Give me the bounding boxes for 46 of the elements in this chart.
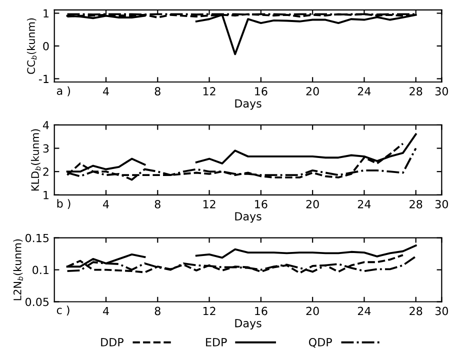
x-tick-label: 30	[435, 87, 448, 96]
y-tick-label: 0.15	[25, 234, 49, 242]
x-tick-label: 30	[435, 306, 448, 316]
x-tick-label: 12	[203, 87, 216, 96]
y-tick-label: 2	[43, 168, 48, 176]
y-tick-label: 1	[44, 9, 48, 18]
x-tick-label: 12	[203, 200, 216, 208]
y-axis-title: CC$_{b}$(kunm)	[26, 18, 37, 74]
y-tick-label: 1	[44, 191, 48, 200]
x-tick-label: 30	[435, 200, 448, 208]
x-tick-label: 24	[358, 306, 371, 316]
legend-label: DDP	[101, 338, 124, 346]
x-tick-label: 4	[103, 200, 109, 208]
text: c )	[56, 306, 70, 316]
y-axis-title: L2N$_{b}$(kunm)	[13, 239, 24, 300]
text: a )	[56, 86, 70, 96]
x-tick-label: 8	[154, 87, 160, 96]
y-tick-label: 0.05	[25, 298, 49, 306]
y-tick-label: 4	[42, 121, 49, 130]
y-tick-label: -1	[38, 74, 48, 83]
x-tick-label: 8	[154, 306, 160, 316]
x-tick-label: 4	[103, 87, 109, 96]
x-tick-label: 8	[154, 200, 160, 208]
x-tick-label: 16	[255, 200, 268, 208]
x-tick-label: 16	[255, 87, 268, 96]
x-axis-title: Days	[235, 212, 262, 223]
legend-label: EDP	[206, 338, 227, 346]
y-tick-label: 3	[43, 144, 49, 153]
x-tick-label: 28	[410, 87, 422, 96]
x-tick-label: 24	[358, 87, 371, 96]
y-tick-label: 0.1	[32, 266, 48, 274]
x-tick-label: 12	[203, 306, 216, 316]
x-tick-label: 16	[255, 306, 268, 316]
x-tick-label: 20	[306, 306, 319, 316]
legend-label: QDP	[308, 338, 332, 348]
x-tick-label: 28	[410, 200, 422, 208]
y-tick-label: 0	[43, 42, 49, 50]
x-tick-label: 20	[306, 200, 319, 208]
x-axis-title: Days	[235, 319, 262, 330]
text: b )	[57, 199, 70, 209]
x-tick-label: 24	[358, 200, 371, 208]
x-tick-label: 4	[103, 306, 109, 316]
y-axis-title: KLD$_{b}$(kunm)	[30, 129, 41, 191]
x-tick-label: 20	[306, 87, 319, 96]
x-axis-title: Days	[235, 99, 262, 110]
x-tick-label: 28	[410, 306, 422, 316]
